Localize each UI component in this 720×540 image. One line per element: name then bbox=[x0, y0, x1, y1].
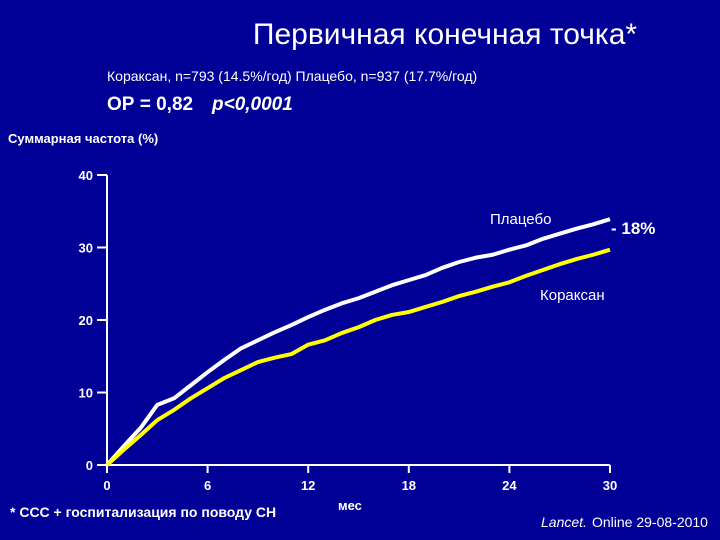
footnote: * ССС + госпитализация по поводу СН bbox=[10, 504, 276, 520]
annotation: - 18% bbox=[611, 219, 655, 238]
y-axis-label: Суммарная частота (%) bbox=[8, 131, 158, 146]
y-tick-label: 40 bbox=[79, 168, 93, 183]
subtitle: Кораксан, n=793 (14.5%/год) Плацебо, n=9… bbox=[107, 68, 477, 84]
annotation: Плацебо bbox=[490, 211, 551, 228]
y-tick-label: 0 bbox=[86, 458, 93, 473]
x-tick-label: 30 bbox=[603, 478, 617, 493]
x-tick-label: 12 bbox=[301, 478, 315, 493]
x-tick-label: 24 bbox=[502, 478, 517, 493]
source-date: Online 29-08-2010 bbox=[592, 514, 708, 530]
x-tick-label: 0 bbox=[103, 478, 110, 493]
x-axis-label: мес bbox=[338, 498, 362, 513]
hazard-ratio: ОР = 0,82 bbox=[107, 94, 193, 115]
x-tick-label: 18 bbox=[402, 478, 416, 493]
y-tick-label: 30 bbox=[79, 241, 93, 256]
source-journal: Lancet. bbox=[541, 514, 587, 530]
annotation: Кораксан bbox=[540, 287, 605, 304]
title: Первичная конечная точка* bbox=[253, 18, 637, 51]
line-series bbox=[105, 247, 611, 467]
x-tick-label: 6 bbox=[204, 478, 211, 493]
y-tick-label: 20 bbox=[79, 313, 93, 328]
p-value: p<0,0001 bbox=[211, 94, 293, 115]
line-series bbox=[105, 217, 611, 467]
y-tick-label: 10 bbox=[79, 386, 93, 401]
